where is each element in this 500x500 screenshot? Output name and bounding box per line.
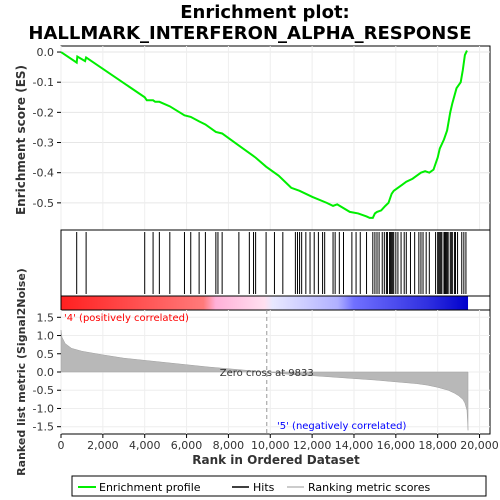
metric-xtick-label: 14,000 (335, 439, 374, 452)
metric-xtick-label: 0 (58, 439, 65, 452)
metric-ytick-label: 0.5 (37, 348, 55, 361)
metric-xtick-label: 8,000 (213, 439, 245, 452)
metric-ytick-label: 1.5 (37, 311, 55, 324)
metric-xtick-label: 20,000 (460, 439, 499, 452)
es-ytick-label: 0.0 (37, 46, 55, 59)
metric-ylabel: Ranked list metric (Signal2Noise) (15, 268, 28, 476)
legend-hits-label: Hits (253, 481, 275, 494)
ranking-metric-area (60, 330, 469, 431)
es-panel-frame (60, 45, 491, 231)
metric-xtick-label: 16,000 (377, 439, 416, 452)
legend-enrichment-label: Enrichment profile (99, 481, 201, 494)
ranking-heat-bar (61, 296, 469, 310)
metric-xtick-label: 10,000 (251, 439, 290, 452)
metric-xtick-label: 6,000 (171, 439, 203, 452)
es-ytick-label: -0.1 (33, 76, 54, 89)
es-ytick-label: -0.3 (33, 137, 54, 150)
zero-cross-label: Zero cross at 9833 (220, 368, 314, 379)
negative-label: '5' (negatively correlated) (277, 421, 406, 432)
legend-metric-label: Ranking metric scores (308, 481, 430, 494)
es-ytick-label: -0.2 (33, 106, 54, 119)
metric-ytick-label: 0.0 (37, 366, 55, 379)
positive-label: '4' (positively correlated) (64, 313, 189, 324)
es-ytick-label: -0.4 (33, 167, 54, 180)
hits-panel-frame (60, 229, 491, 297)
metric-xtick-label: 2,000 (87, 439, 119, 452)
metric-ytick-label: -1.5 (33, 421, 54, 434)
enrichment-profile-line (60, 50, 468, 219)
chart-title-line2: HALLMARK_INTERFERON_ALPHA_RESPONSE (28, 23, 471, 44)
legend-box (71, 475, 487, 497)
es-ylabel: Enrichment score (ES) (14, 65, 28, 215)
metric-ytick-label: -1.0 (33, 402, 54, 415)
metric-xtick-label: 18,000 (418, 439, 457, 452)
chart-title-line1: Enrichment plot: (180, 2, 350, 23)
metric-xtick-label: 12,000 (293, 439, 332, 452)
es-ytick-label: -0.5 (33, 197, 54, 210)
metric-ytick-label: -0.5 (33, 384, 54, 397)
metric-xlabel: Rank in Ordered Dataset (192, 453, 360, 467)
metric-ytick-label: 1.0 (37, 330, 55, 343)
metric-xtick-label: 4,000 (129, 439, 161, 452)
